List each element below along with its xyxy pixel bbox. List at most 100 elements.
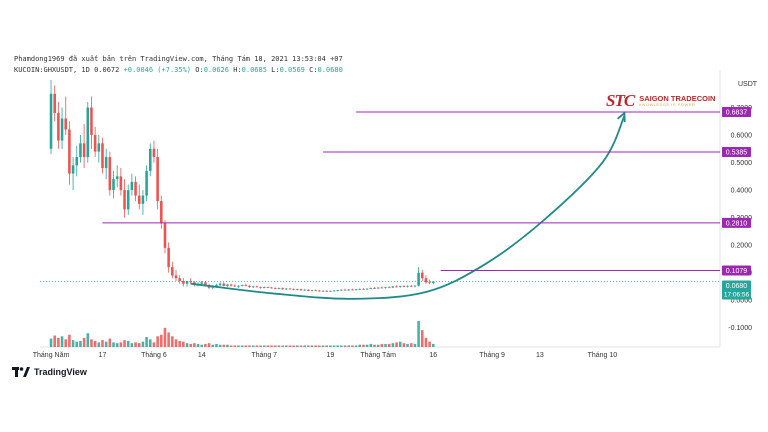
candle-body [218, 283, 222, 286]
ohlc-legend: KUCOIN:GHXUSDT, 1D 0.0672 +0.0046 (+7.35… [14, 66, 343, 74]
candle-body [68, 129, 71, 174]
volume-bar [119, 342, 123, 347]
candle-body [266, 286, 270, 288]
volume-bar [152, 342, 156, 347]
volume-bar [325, 345, 328, 347]
volume-bar [182, 341, 185, 347]
volume-bar [57, 337, 60, 347]
x-tick-label: Tháng Tám [360, 352, 396, 359]
candle-body [314, 290, 317, 292]
volume-bar [218, 344, 222, 347]
level-price-label: 0.2810 [726, 220, 748, 227]
volume-bar [380, 343, 384, 347]
level-price-label: 0.1079 [726, 268, 748, 275]
volume-bar [406, 343, 409, 347]
x-tick-label: Tháng 10 [588, 352, 618, 359]
volume-bar [420, 330, 424, 347]
candle-body [321, 290, 325, 292]
volume-bar [75, 341, 79, 347]
last-price-text: 0.0672 [94, 66, 120, 74]
volume-bar [226, 344, 229, 347]
candle-body [104, 157, 108, 169]
candle-body [204, 282, 207, 286]
volume-bar [417, 321, 420, 347]
candle-body [148, 148, 152, 171]
volume-bar [130, 343, 134, 347]
stc-mark: STC [606, 91, 635, 110]
candle-body [226, 284, 229, 286]
volume-bar [318, 345, 321, 347]
volume-bar [314, 345, 317, 347]
candle-body [273, 288, 277, 289]
candle-body [108, 157, 112, 191]
candle-body [380, 287, 384, 289]
candle-body [215, 285, 218, 287]
level-price-tag [722, 146, 751, 157]
volume-bar [171, 336, 174, 347]
volume-bar [259, 345, 262, 347]
y-tick-label: 0.4000 [731, 188, 753, 195]
candle-body [126, 190, 130, 210]
candle-body [398, 286, 402, 287]
candle-body [336, 290, 340, 292]
volume-bar [115, 343, 119, 347]
candle-body [384, 287, 387, 289]
volume-bar [101, 340, 104, 347]
volume-bar [303, 345, 306, 347]
candle-body [354, 289, 358, 291]
volume-bar [369, 343, 373, 347]
candle-body [163, 223, 167, 248]
volume-bar [244, 345, 248, 347]
volume-bar [310, 345, 314, 347]
close-value: 0.0680 [317, 66, 343, 74]
close-label: C: [309, 66, 318, 74]
candle-body [171, 267, 174, 276]
high-label: H: [233, 66, 242, 74]
candle-body [373, 288, 376, 289]
candle-body [413, 285, 417, 287]
volume-bar [215, 343, 218, 347]
volume-bar [200, 344, 204, 347]
publish-info: Phamdong1969 đã xuất bản trên TradingVie… [14, 55, 343, 63]
candle-body [406, 285, 409, 287]
candle-body [402, 286, 406, 287]
volume-bar [108, 338, 112, 347]
candle-body [288, 288, 292, 290]
candle-body [233, 285, 237, 287]
candle-body [222, 283, 226, 286]
volume-bar [281, 345, 284, 347]
volume-bar [273, 345, 277, 347]
candle-body [417, 272, 420, 286]
bar-countdown-label: 17:06:56 [724, 291, 750, 298]
volume-bar [123, 340, 126, 347]
x-tick-label: Tháng 6 [141, 352, 167, 359]
candle-body [303, 289, 306, 291]
change-text: +0.0046 (+7.35%) [123, 66, 192, 74]
open-value: 0.0626 [203, 66, 229, 74]
x-tick-label: 13 [536, 352, 544, 359]
volume-bar [71, 340, 75, 347]
candle-body [90, 107, 93, 136]
candle-body [152, 148, 156, 158]
candle-body [200, 282, 204, 284]
volume-bar [262, 345, 266, 347]
candle-body [93, 135, 97, 152]
volume-bar [189, 343, 192, 347]
tradingview-logo-icon [12, 367, 30, 377]
volume-bar [237, 345, 240, 347]
volume-bar [284, 345, 288, 347]
candle-body [178, 278, 181, 281]
candle-body [79, 143, 82, 158]
volume-bar [68, 334, 71, 347]
volume-bar [358, 344, 362, 347]
volume-bar [336, 345, 340, 347]
candle-body [420, 272, 424, 279]
y-tick-label: 0.2000 [731, 243, 753, 250]
volume-bar [292, 345, 295, 347]
volume-bar [174, 339, 178, 347]
currency-label: USDT [738, 81, 758, 88]
volume-bar [93, 340, 97, 347]
tradingview-brand: TradingView [12, 367, 87, 377]
volume-bar [207, 343, 211, 347]
